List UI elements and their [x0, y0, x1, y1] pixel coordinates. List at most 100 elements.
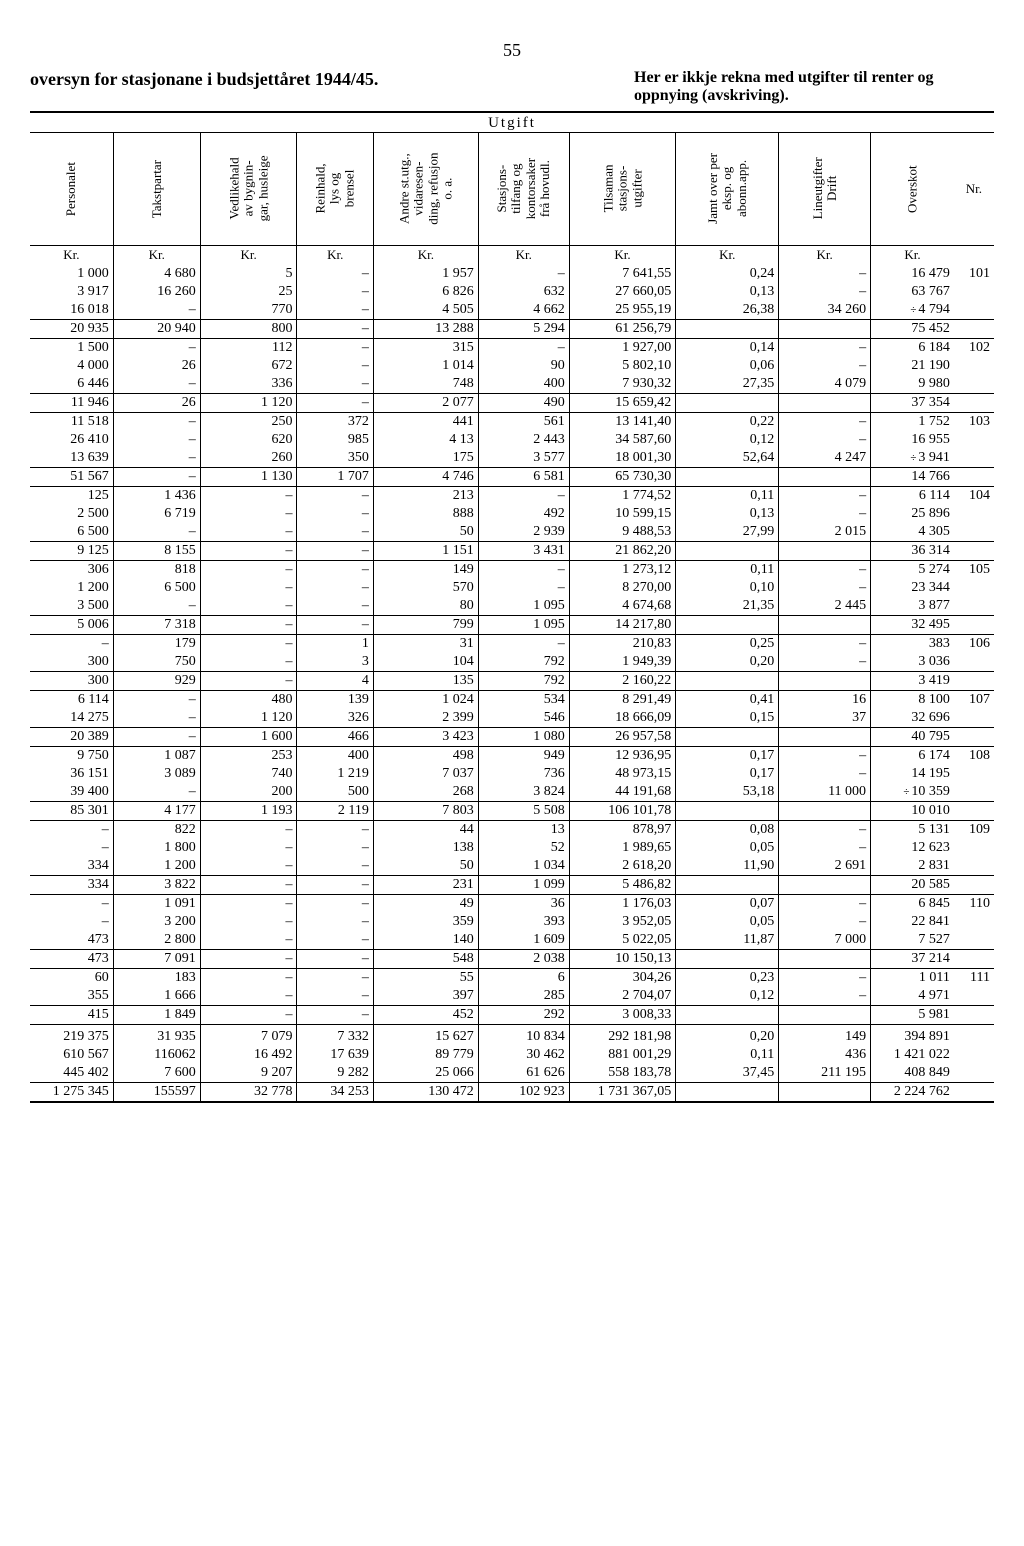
- kr-label: Kr.: [569, 246, 676, 266]
- table-row: 39 400–2005002683 82444 191,6853,1811 00…: [30, 783, 994, 802]
- table-row: 3341 200––501 0342 618,2011,902 6912 831: [30, 857, 994, 876]
- cell: [779, 950, 871, 969]
- cell: –: [297, 857, 373, 876]
- cell: 304,26: [569, 969, 676, 988]
- cell: 20 935: [30, 320, 113, 339]
- cell: –: [779, 339, 871, 358]
- cell: 65 730,30: [569, 468, 676, 487]
- cell: 37 354: [871, 394, 954, 413]
- cell: [676, 616, 779, 635]
- cell: 12 936,95: [569, 747, 676, 766]
- cell: 140: [373, 931, 478, 950]
- kr-label: Kr.: [113, 246, 200, 266]
- cell: 492: [478, 505, 569, 523]
- cell: 415: [30, 1006, 113, 1025]
- cell: 949: [478, 747, 569, 766]
- table-row: 4 00026672–1 014905 802,100,06–21 190: [30, 357, 994, 375]
- cell: –: [113, 431, 200, 449]
- sum-row: 3343 822––2311 0995 486,8220 585: [30, 876, 994, 895]
- cell: 534: [478, 691, 569, 710]
- nr-cell: [954, 357, 994, 375]
- cell: –: [297, 523, 373, 542]
- cell: –: [200, 1006, 297, 1025]
- cell: 394 891: [871, 1025, 954, 1047]
- cell: 355: [30, 987, 113, 1006]
- cell: 31: [373, 635, 478, 654]
- cell: 125: [30, 487, 113, 506]
- cell: 9 980: [871, 375, 954, 394]
- cell: 2 691: [779, 857, 871, 876]
- cell: 4 000: [30, 357, 113, 375]
- page-number: 55: [30, 40, 994, 61]
- cell: ÷10 359: [871, 783, 954, 802]
- cell: 9 125: [30, 542, 113, 561]
- cell: 10 010: [871, 802, 954, 821]
- cell: –: [779, 747, 871, 766]
- cell: –: [478, 561, 569, 580]
- cell: 1 080: [478, 728, 569, 747]
- cell: 548: [373, 950, 478, 969]
- cell: 50: [373, 857, 478, 876]
- cell: 30 462: [478, 1046, 569, 1064]
- cell: 260: [200, 449, 297, 468]
- cell: 200: [200, 783, 297, 802]
- cell: 6 719: [113, 505, 200, 523]
- cell: 878,97: [569, 821, 676, 840]
- cell: 5 508: [478, 802, 569, 821]
- cell: 1 099: [478, 876, 569, 895]
- cell: 11 518: [30, 413, 113, 432]
- cell: 1 707: [297, 468, 373, 487]
- cell: 336: [200, 375, 297, 394]
- cell: 102 923: [478, 1083, 569, 1103]
- cell: 1 957: [373, 265, 478, 283]
- cell: [676, 542, 779, 561]
- title-left: oversyn for stasjonane i budsjettåret 19…: [30, 69, 378, 90]
- cell: –: [113, 413, 200, 432]
- kr-label: Kr.: [373, 246, 478, 266]
- cell: 32 778: [200, 1083, 297, 1103]
- nr-cell: [954, 1064, 994, 1083]
- cell: 372: [297, 413, 373, 432]
- cell: 0,41: [676, 691, 779, 710]
- cell: –: [779, 579, 871, 597]
- cell: [676, 1006, 779, 1025]
- cell: –: [113, 728, 200, 747]
- cell: [676, 876, 779, 895]
- cell: 16 955: [871, 431, 954, 449]
- cell: –: [297, 1006, 373, 1025]
- table-row: 6 114–4801391 0245348 291,490,41168 1001…: [30, 691, 994, 710]
- cell: 1 849: [113, 1006, 200, 1025]
- nr-cell: [954, 709, 994, 728]
- cell: ÷4 794: [871, 301, 954, 320]
- cell: 1 752: [871, 413, 954, 432]
- cell: –: [200, 913, 297, 931]
- cell: –: [30, 821, 113, 840]
- cell: 130 472: [373, 1083, 478, 1103]
- cell: [779, 616, 871, 635]
- cell: –: [297, 895, 373, 914]
- cell: 334: [30, 857, 113, 876]
- kr-label: Kr.: [30, 246, 113, 266]
- cell: 7 037: [373, 765, 478, 783]
- table-row: 3 500–––801 0954 674,6821,352 4453 877: [30, 597, 994, 616]
- cell: 736: [478, 765, 569, 783]
- nr-cell: 107: [954, 691, 994, 710]
- nr-cell: [954, 1025, 994, 1047]
- cell: –: [779, 265, 871, 283]
- cell: 1: [297, 635, 373, 654]
- cell: 34 587,60: [569, 431, 676, 449]
- nr-cell: [954, 468, 994, 487]
- cell: 4 13: [373, 431, 478, 449]
- cell: 2 500: [30, 505, 113, 523]
- table-row: 3551 666––3972852 704,070,12–4 971: [30, 987, 994, 1006]
- cell: ÷3 941: [871, 449, 954, 468]
- cell: 104: [373, 653, 478, 672]
- cell: 1 130: [200, 468, 297, 487]
- cell: [676, 672, 779, 691]
- nr-cell: [954, 375, 994, 394]
- cell: 1 200: [113, 857, 200, 876]
- cell: –: [779, 487, 871, 506]
- cell: 441: [373, 413, 478, 432]
- cell: 5 006: [30, 616, 113, 635]
- cell: –: [200, 597, 297, 616]
